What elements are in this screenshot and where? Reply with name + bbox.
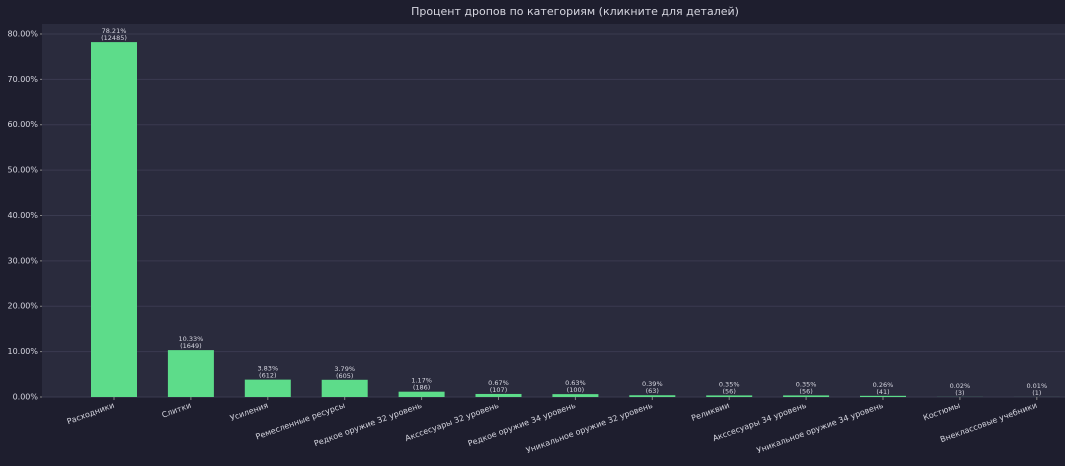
count-label: (612) xyxy=(259,372,276,380)
count-label: (63) xyxy=(646,387,659,395)
bar[interactable] xyxy=(475,393,522,397)
bar[interactable] xyxy=(244,379,291,397)
value-label: 78.21% xyxy=(102,27,127,35)
value-label: 0.26% xyxy=(873,381,894,389)
count-label: (12485) xyxy=(101,34,127,42)
count-label: (41) xyxy=(876,388,889,396)
value-label: 10.33% xyxy=(179,335,204,343)
count-label: (107) xyxy=(490,386,507,394)
y-tick-label: 40.00% xyxy=(7,211,38,220)
value-label: 0.39% xyxy=(642,380,663,388)
y-tick-label: 20.00% xyxy=(7,302,38,311)
count-label: (605) xyxy=(336,372,353,380)
bar[interactable] xyxy=(91,42,137,398)
y-tick-label: 60.00% xyxy=(7,120,38,129)
value-label: 3.83% xyxy=(257,365,278,373)
y-tick-label: 80.00% xyxy=(7,29,38,38)
y-tick-label: 0.00% xyxy=(13,393,39,402)
chart-title: Процент дропов по категориям (кликните д… xyxy=(411,5,739,18)
y-tick-label: 30.00% xyxy=(7,256,38,265)
bar[interactable] xyxy=(398,391,445,397)
count-label: (3) xyxy=(955,389,964,397)
value-label: 3.79% xyxy=(334,365,355,373)
count-label: (56) xyxy=(723,387,736,395)
plot-area xyxy=(42,24,1065,397)
y-tick-label: 50.00% xyxy=(7,166,38,175)
value-label: 0.35% xyxy=(719,380,740,388)
y-tick-label: 70.00% xyxy=(7,75,38,84)
count-label: (1649) xyxy=(180,342,202,350)
value-label: 0.67% xyxy=(488,379,509,387)
count-label: (1) xyxy=(1032,389,1041,397)
value-label: 0.63% xyxy=(565,379,586,387)
value-label: 1.17% xyxy=(411,377,432,385)
bar[interactable] xyxy=(783,395,830,397)
value-label: 0.02% xyxy=(950,382,971,390)
count-label: (186) xyxy=(413,384,430,392)
bar[interactable] xyxy=(860,395,906,397)
value-label: 0.01% xyxy=(1026,382,1047,390)
count-label: (56) xyxy=(799,387,812,395)
bar[interactable] xyxy=(167,350,214,397)
y-tick-label: 10.00% xyxy=(7,347,38,356)
bar[interactable] xyxy=(552,394,599,397)
bar[interactable] xyxy=(706,395,753,397)
count-label: (100) xyxy=(567,386,584,394)
bar[interactable] xyxy=(321,379,368,397)
value-label: 0.35% xyxy=(796,380,817,388)
bar[interactable] xyxy=(629,395,676,397)
